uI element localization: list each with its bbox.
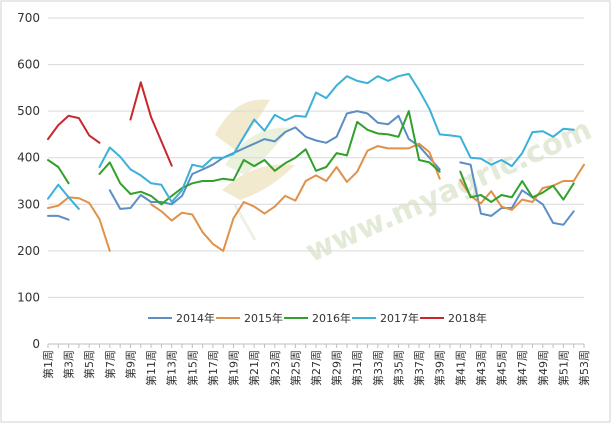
x-tick-label: 第31周 <box>350 350 364 386</box>
x-tick-label: 第51周 <box>556 350 570 386</box>
series-line-segment <box>98 110 441 206</box>
x-tick-label: 第41周 <box>453 350 467 386</box>
series-line-segment <box>459 170 575 203</box>
series-2017年 <box>47 72 575 210</box>
y-tick-label: 200 <box>17 244 40 258</box>
series-2015年 <box>47 142 585 252</box>
legend-item: 2017年 <box>352 311 419 325</box>
x-tick-label: 第39周 <box>433 350 447 386</box>
series-2018年 <box>47 81 173 167</box>
y-tick-label: 600 <box>17 58 40 72</box>
y-tick-label: 300 <box>17 197 40 211</box>
x-tick-label: 第5周 <box>82 350 96 379</box>
series-lines <box>47 72 585 252</box>
x-tick-label: 第35周 <box>391 350 405 386</box>
x-tick-label: 第9周 <box>123 350 137 379</box>
x-tick-label: 第17周 <box>206 350 220 386</box>
x-tick-label: 第25周 <box>288 350 302 386</box>
x-tick-label: 第49周 <box>536 350 550 386</box>
legend-item: 2015年 <box>216 311 283 325</box>
series-line-segment <box>47 214 70 221</box>
x-tick-label: 第21周 <box>247 350 261 386</box>
x-tick-label: 第23周 <box>268 350 282 386</box>
x-tick-label: 第3周 <box>62 350 76 379</box>
gridlines <box>48 17 584 345</box>
series-line-segment <box>459 163 585 211</box>
y-axis: 0 100 200 300 400 500 600 700 <box>17 11 40 351</box>
series-line-segment <box>47 196 111 252</box>
y-tick-label: 100 <box>17 290 40 304</box>
series-line-segment <box>98 72 575 203</box>
x-tick-label: 第15周 <box>185 350 199 386</box>
x-tick-label: 第33周 <box>371 350 385 386</box>
y-tick-label: 700 <box>17 11 40 25</box>
legend-label: 2014年 <box>176 311 215 325</box>
series-line-segment <box>150 142 441 252</box>
legend-item: 2016年 <box>284 311 351 325</box>
legend: 2014年 2015年 2016年 2017年 2018年 <box>148 311 487 325</box>
y-tick-label: 400 <box>17 151 40 165</box>
legend-label: 2017年 <box>380 311 419 325</box>
x-tick-label: 第43周 <box>474 350 488 386</box>
x-axis: 第1周 第3周 第5周 第7周 第9周 第11周 第13周 第15周 第17周 第19周 第21周第… <box>41 344 591 386</box>
x-tick-label: 第11周 <box>144 350 158 386</box>
series-line-segment <box>47 114 101 144</box>
x-tick-label: 第45周 <box>495 350 509 386</box>
x-tick-label: 第19周 <box>227 350 241 386</box>
x-tick-label: 第27周 <box>309 350 323 386</box>
legend-item: 2018年 <box>420 311 487 325</box>
legend-item: 2014年 <box>148 311 215 325</box>
x-tick-label: 第37周 <box>412 350 426 386</box>
y-tick-label: 500 <box>17 104 40 118</box>
legend-label: 2018年 <box>448 311 487 325</box>
x-tick-label: 第29周 <box>330 350 344 386</box>
x-tick-label: 第7周 <box>103 350 117 379</box>
x-tick-label: 第47周 <box>515 350 529 386</box>
y-tick-label: 0 <box>32 337 40 351</box>
legend-label: 2015年 <box>244 311 283 325</box>
series-line-segment <box>129 81 173 167</box>
legend-label: 2016年 <box>312 311 351 325</box>
series-line-segment <box>459 161 575 226</box>
x-tick-label: 第1周 <box>41 350 55 379</box>
x-tick-label: 第53周 <box>577 350 591 386</box>
series-2016年 <box>47 110 575 206</box>
series-line-segment <box>47 183 80 210</box>
x-tick-label: 第13周 <box>165 350 179 386</box>
series-line-segment <box>47 159 70 185</box>
